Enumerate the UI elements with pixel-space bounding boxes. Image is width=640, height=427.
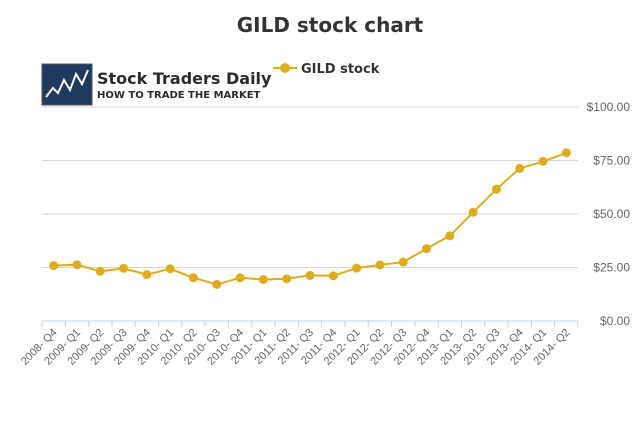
data-point[interactable]	[491, 184, 501, 194]
data-point[interactable]	[538, 156, 548, 166]
data-point[interactable]	[165, 264, 175, 274]
legend-marker	[280, 63, 290, 73]
series-gild-stock	[49, 148, 571, 289]
data-point[interactable]	[49, 261, 59, 271]
data-point[interactable]	[142, 270, 152, 280]
y-tick-label: $25.00	[593, 261, 630, 275]
y-tick-label: $75.00	[593, 154, 630, 168]
data-point[interactable]	[119, 263, 129, 273]
legend-label: GILD stock	[301, 62, 380, 77]
data-point[interactable]	[445, 231, 455, 241]
data-point[interactable]	[188, 273, 198, 283]
y-tick-label: $50.00	[593, 207, 630, 221]
chart-title: GILD stock chart	[237, 13, 424, 37]
data-point[interactable]	[95, 266, 105, 276]
data-point[interactable]	[328, 271, 338, 281]
data-point[interactable]	[515, 163, 525, 173]
data-point[interactable]	[282, 274, 292, 284]
data-point[interactable]	[258, 274, 268, 284]
logo: Stock Traders Daily HOW TO TRADE THE MAR…	[41, 63, 272, 106]
logo-tagline: HOW TO TRADE THE MARKET	[97, 90, 261, 101]
legend[interactable]: GILD stock	[273, 62, 380, 77]
data-point[interactable]	[212, 279, 222, 289]
y-tick-label: $100.00	[587, 100, 631, 114]
data-point[interactable]	[235, 273, 245, 283]
logo-name: Stock Traders Daily	[97, 69, 272, 88]
data-point[interactable]	[422, 244, 432, 254]
data-point[interactable]	[561, 148, 571, 158]
logo-chart-icon	[45, 69, 89, 98]
data-point[interactable]	[398, 257, 408, 267]
data-point[interactable]	[305, 270, 315, 280]
series-line	[53, 151, 567, 286]
y-axis: $0.00 $25.00 $50.00 $75.00 $100.00	[587, 100, 631, 328]
grid	[42, 106, 578, 268]
data-point[interactable]	[352, 263, 362, 273]
data-point[interactable]	[72, 260, 82, 270]
y-tick-label: $0.00	[600, 314, 630, 328]
data-point[interactable]	[375, 260, 385, 270]
data-point[interactable]	[468, 207, 478, 217]
